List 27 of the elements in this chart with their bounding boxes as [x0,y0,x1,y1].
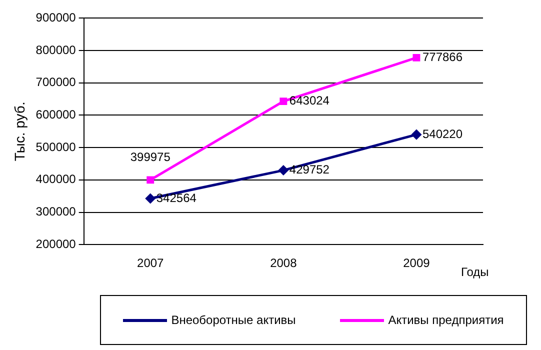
y-tick-label: 900000 [36,10,76,25]
data-label: 399975 [130,150,171,164]
y-tick-label: 600000 [36,108,76,122]
point [278,166,288,176]
y-tick-label: 200000 [36,236,76,251]
point [146,176,154,184]
y-tick-label: 300000 [36,204,76,219]
y-tick-label: 700000 [36,75,76,90]
point [280,98,288,106]
y-tick-label: 800000 [36,42,76,57]
x-tick-label: 2009 [403,256,430,270]
y-tick-label: 500000 [36,140,76,154]
legend-label: Активы предприятия [388,313,504,327]
data-label: 342564 [156,190,197,205]
data-label: 777866 [422,50,463,64]
x-tick-label: 2007 [137,256,164,270]
point [412,54,420,62]
point [412,130,422,140]
legend-label: Внеоборотные активы [171,313,296,327]
data-label: 429752 [289,162,330,177]
data-label: 540220 [422,126,463,141]
point [146,194,156,204]
x-axis-title: Годы [461,264,489,279]
y-axis-title: Тыс. руб. [11,102,28,162]
data-label: 643024 [289,94,330,108]
y-tick-label: 400000 [36,172,76,186]
x-tick-label: 2008 [270,256,298,270]
